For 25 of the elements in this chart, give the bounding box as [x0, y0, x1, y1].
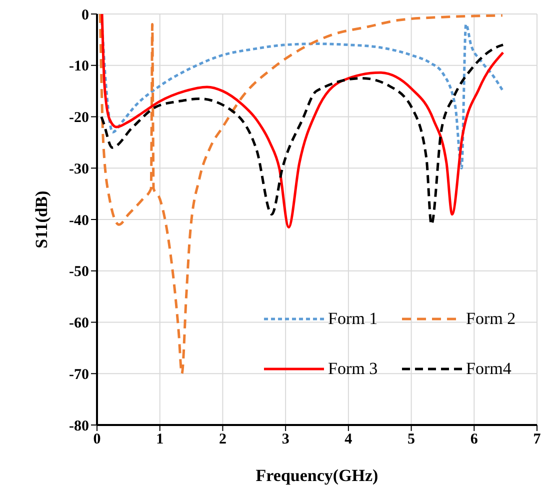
x-axis-title: Frequency(GHz)	[256, 466, 378, 485]
x-tick-label: 2	[218, 432, 226, 448]
x-tick-label: 7	[533, 432, 541, 448]
x-tick-label: 0	[93, 432, 101, 448]
y-tick-label: -70	[69, 366, 89, 383]
y-axis-title: S11(dB)	[32, 190, 52, 248]
x-tick-label: 1	[156, 432, 164, 448]
y-tick-label: 0	[82, 7, 89, 24]
x-tick-label: 6	[470, 432, 478, 448]
y-tick-label: -30	[69, 161, 89, 178]
y-tick-label: -50	[69, 264, 89, 280]
x-tick-label: 3	[282, 432, 290, 448]
y-tick-label: -20	[69, 110, 89, 126]
legend-label: Form 2	[466, 309, 516, 329]
legend-label: Form 3	[328, 359, 378, 379]
y-tick-label: -60	[69, 316, 89, 332]
y-tick-label: -80	[69, 418, 89, 434]
x-tick-label: 4	[344, 432, 353, 448]
x-tick-label: 5	[408, 432, 416, 448]
legend-label: Form4	[466, 359, 512, 379]
legend-label: Form 1	[328, 309, 378, 329]
y-tick-label: -10	[69, 58, 89, 75]
line-series	[100, 14, 504, 228]
y-tick-label: -40	[69, 212, 89, 229]
line-series	[100, 44, 504, 226]
